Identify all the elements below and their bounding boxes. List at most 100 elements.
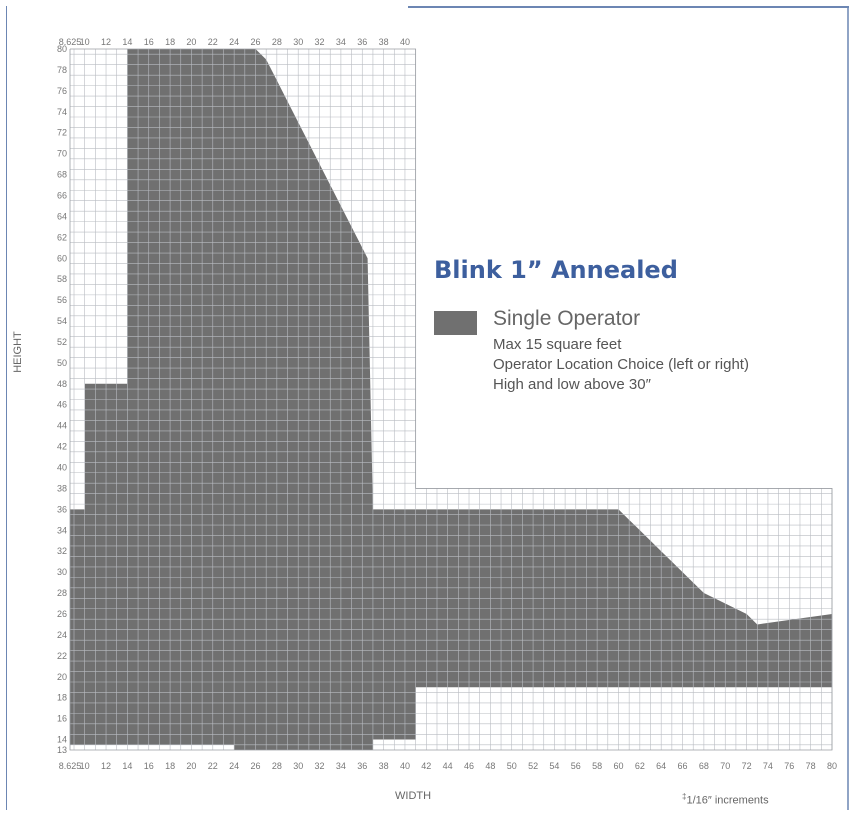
x-tick-label-bottom: 64 xyxy=(656,761,666,771)
y-tick-label: 46 xyxy=(57,400,67,410)
y-tick-label: 64 xyxy=(57,211,67,221)
footnote-mark: ‡ xyxy=(682,792,687,801)
x-tick-label-bottom: 14 xyxy=(122,761,132,771)
x-tick-label-bottom: 76 xyxy=(784,761,794,771)
x-tick-label-top: 22 xyxy=(208,37,218,47)
x-tick-label-bottom: 48 xyxy=(485,761,495,771)
x-tick-label-bottom: 38 xyxy=(379,761,389,771)
y-tick-label: 14 xyxy=(57,735,67,745)
y-tick-label: 66 xyxy=(57,190,67,200)
y-tick-label: 70 xyxy=(57,149,67,159)
y-tick-label: 24 xyxy=(57,630,67,640)
x-tick-label-top: 8.625 xyxy=(59,37,82,47)
x-tick-label-top: 28 xyxy=(272,37,282,47)
x-tick-label-bottom: 80 xyxy=(827,761,837,771)
y-tick-label: 22 xyxy=(57,651,67,661)
x-tick-label-bottom: 52 xyxy=(528,761,538,771)
x-tick-label-bottom: 44 xyxy=(443,761,453,771)
x-tick-label-top: 40 xyxy=(400,37,410,47)
chart-frame: 8.625 10 12 14 16 18 20 22 24 26 28 30 32 34 36 38 40 8.6… xyxy=(6,6,849,810)
y-tick-label: 32 xyxy=(57,546,67,556)
note-max-area: Max 15 square feet xyxy=(493,336,622,353)
y-tick-label: 38 xyxy=(57,483,67,493)
grid-outline xyxy=(69,48,833,751)
x-tick-label-bottom: 24 xyxy=(229,761,239,771)
single-operator-region xyxy=(70,49,832,750)
y-tick-label: 72 xyxy=(57,128,67,138)
y-tick-label: 28 xyxy=(57,588,67,598)
y-tick-label: 36 xyxy=(57,504,67,514)
x-tick-label-bottom: 54 xyxy=(549,761,559,771)
x-tick-label-bottom: 36 xyxy=(357,761,367,771)
x-tick-label-bottom: 50 xyxy=(507,761,517,771)
x-tick-label-bottom: 56 xyxy=(571,761,581,771)
y-tick-label: 40 xyxy=(57,463,67,473)
y-axis-title: HEIGHT xyxy=(11,331,24,373)
x-tick-label-top: 12 xyxy=(101,37,111,47)
x-tick-label-bottom: 30 xyxy=(293,761,303,771)
y-tick-label: 34 xyxy=(57,525,67,535)
x-tick-label-bottom: 12 xyxy=(101,761,111,771)
x-tick-label-top: 18 xyxy=(165,37,175,47)
y-tick-label: 18 xyxy=(57,693,67,703)
x-tick-label-top: 34 xyxy=(336,37,346,47)
x-tick-label-top: 24 xyxy=(229,37,239,47)
grid-lines xyxy=(69,48,833,751)
x-tick-label-bottom: 46 xyxy=(464,761,474,771)
y-tick-label: 50 xyxy=(57,358,67,368)
y-tick-label: 80 xyxy=(57,44,67,54)
legend-label-single-operator: Single Operator xyxy=(493,307,641,330)
x-tick-label-top: 20 xyxy=(186,37,196,47)
x-tick-label-bottom: 66 xyxy=(678,761,688,771)
footnote: ‡1/16″ increments xyxy=(682,792,769,807)
y-tick-label: 30 xyxy=(57,567,67,577)
x-tick-label-top: 38 xyxy=(379,37,389,47)
y-tick-label: 42 xyxy=(57,442,67,452)
x-tick-label-bottom: 28 xyxy=(272,761,282,771)
x-tick-label-bottom: 16 xyxy=(144,761,154,771)
x-tick-label-bottom: 60 xyxy=(613,761,623,771)
x-tick-label-bottom: 40 xyxy=(400,761,410,771)
y-tick-label: 74 xyxy=(57,107,67,117)
x-tick-label-bottom: 68 xyxy=(699,761,709,771)
x-tick-label-top: 14 xyxy=(122,37,132,47)
y-tick-label: 44 xyxy=(57,421,67,431)
x-tick-label-top: 16 xyxy=(144,37,154,47)
y-tick-label: 16 xyxy=(57,714,67,724)
y-tick-label: 54 xyxy=(57,316,67,326)
y-tick-label: 60 xyxy=(57,253,67,263)
note-high-low: High and low above 30″ xyxy=(493,376,651,393)
y-tick-label: 48 xyxy=(57,379,67,389)
x-axis-title: WIDTH xyxy=(395,790,432,802)
x-tick-label-bottom: 58 xyxy=(592,761,602,771)
x-tick-label-bottom: 26 xyxy=(250,761,260,771)
x-tick-label-bottom: 78 xyxy=(806,761,816,771)
x-tick-label-bottom: 8.625 xyxy=(59,761,82,771)
x-tick-label-bottom: 20 xyxy=(186,761,196,771)
x-tick-label-bottom: 34 xyxy=(336,761,346,771)
x-tick-label-bottom: 70 xyxy=(720,761,730,771)
x-tick-label-top: 36 xyxy=(357,37,367,47)
x-tick-label-bottom: 74 xyxy=(763,761,773,771)
x-tick-label-top: 32 xyxy=(315,37,325,47)
y-tick-label: 58 xyxy=(57,274,67,284)
y-tick-label: 68 xyxy=(57,170,67,180)
x-tick-label-bottom: 18 xyxy=(165,761,175,771)
footnote-text: 1/16″ increments xyxy=(686,794,769,807)
x-tick-label-bottom: 72 xyxy=(742,761,752,771)
x-tick-label-bottom: 62 xyxy=(635,761,645,771)
legend-swatch xyxy=(434,311,477,335)
y-tick-label: 78 xyxy=(57,65,67,75)
single-operator-area xyxy=(70,49,832,750)
y-tick-label: 26 xyxy=(57,609,67,619)
y-tick-label: 52 xyxy=(57,337,67,347)
y-tick-label: 76 xyxy=(57,86,67,96)
x-tick-label-bottom: 10 xyxy=(80,761,90,771)
x-tick-label-bottom: 42 xyxy=(421,761,431,771)
x-tick-label-bottom: 32 xyxy=(315,761,325,771)
y-tick-label: 13 xyxy=(57,745,67,755)
y-tick-label: 20 xyxy=(57,672,67,682)
y-tick-label: 56 xyxy=(57,295,67,305)
